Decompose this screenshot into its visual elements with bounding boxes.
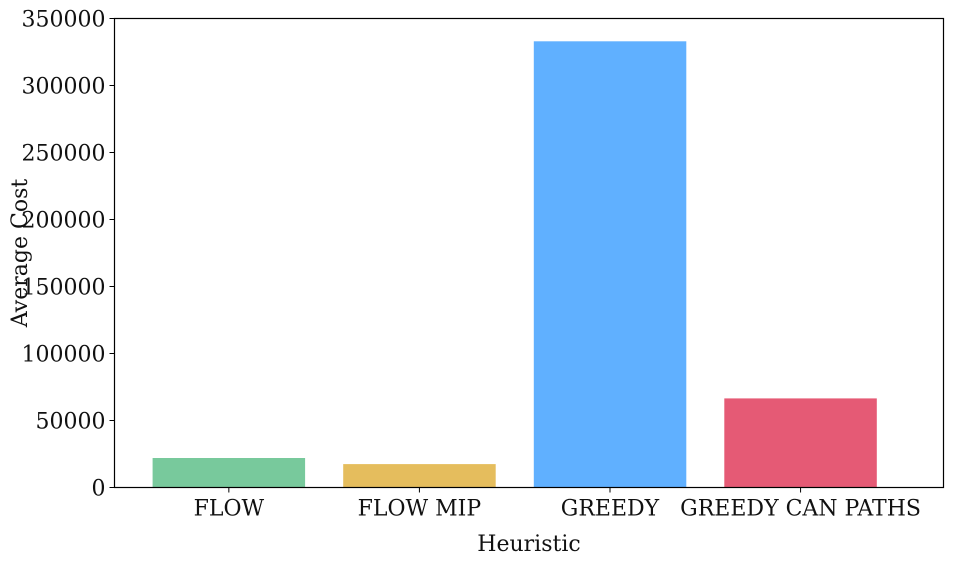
y-tick-label: 200000 [22,209,106,234]
bar-flow [152,458,306,488]
bar-greedy [533,41,687,488]
x-axis-label: Heuristic [477,532,580,557]
x-tick-label: FLOW [194,497,265,522]
bar-greedy-can-paths [724,398,877,488]
y-tick-label: 150000 [22,276,106,301]
y-tick-label: 350000 [22,8,106,33]
y-tick-label: 0 [92,477,106,502]
x-tick-label: FLOW MIP [358,497,482,522]
y-tick-label: 50000 [36,410,106,435]
x-axis-ticks: FLOW FLOW MIP GREEDY GREEDY CAN PATHS [194,487,921,522]
y-tick-label: 300000 [22,75,106,100]
y-tick-label: 250000 [22,142,106,167]
y-axis-label: Average Cost [8,179,33,329]
x-tick-label: GREEDY CAN PATHS [680,497,921,522]
bar-flow-mip [343,464,496,488]
x-tick-label: GREEDY [561,497,660,522]
y-axis-ticks: 0 50000 100000 150000 200000 250000 300000 3500… [22,8,115,502]
y-tick-label: 100000 [22,343,106,368]
plot-frame [113,17,945,489]
bars [152,41,877,488]
